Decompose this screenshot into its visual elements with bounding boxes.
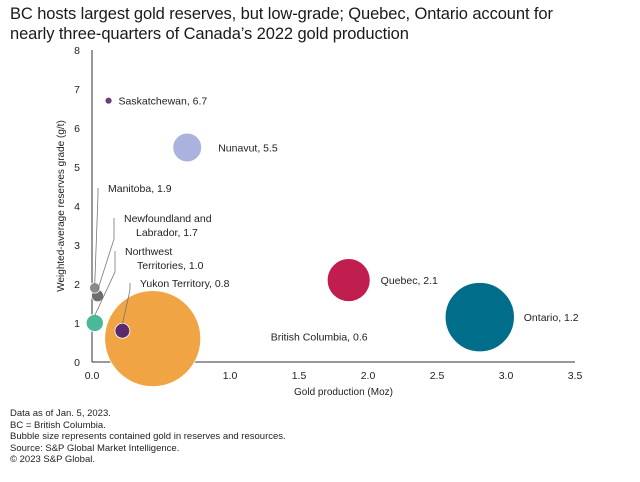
x-tick-label: 3.0 [499, 370, 514, 382]
note-source: Source: S&P Global Market Intelligence. [10, 442, 180, 454]
bubble-label-newfoundland-and-labrador: Newfoundland and [124, 213, 212, 225]
x-tick-label: 1.0 [223, 370, 238, 382]
chart-title-line-1: BC hosts largest gold reserves, but low-… [10, 5, 553, 23]
bubble-label-saskatchewan: Saskatchewan, 6.7 [119, 96, 208, 108]
bubble-label-ontario: Ontario, 1.2 [524, 312, 579, 324]
bubble-label-northwest-territories: Territories, 1.0 [137, 260, 204, 272]
bubble-british-columbia [104, 290, 202, 388]
bubble-saskatchewan [104, 96, 113, 105]
chart-title-line-2: nearly three-quarters of Canada’s 2022 g… [10, 25, 409, 43]
y-axis-title: Weighted-average reserves grade (g/t) [56, 120, 67, 292]
y-tick-label: 4 [74, 201, 80, 213]
bubble-label-british-columbia: British Columbia, 0.6 [271, 332, 368, 344]
x-tick-label: 1.5 [292, 370, 307, 382]
y-tick-label: 6 [74, 123, 80, 135]
bubble-ontario [444, 282, 515, 353]
note-copyright: © 2023 S&P Global. [10, 454, 95, 466]
leader-line-northwest-territories [94, 251, 116, 316]
chart-title: BC hosts largest gold reserves, but low-… [10, 4, 630, 44]
x-tick-label: 0.0 [85, 370, 100, 382]
note-bubble-size: Bubble size represents contained gold in… [10, 431, 286, 443]
bubble-label-yukon-territory: Yukon Territory, 0.8 [140, 278, 230, 290]
bubble-yukon-territory [114, 322, 131, 339]
chart-notes: Data as of Jan. 5, 2023. BC = British Co… [10, 408, 286, 466]
leader-line-yukon-territory [121, 283, 131, 325]
note-data-date: Data as of Jan. 5, 2023. [10, 408, 111, 419]
x-tick-label: 2.0 [361, 370, 376, 382]
x-tick-label: 2.5 [430, 370, 445, 382]
y-tick-label: 7 [74, 84, 80, 96]
y-tick-label: 1 [74, 318, 80, 330]
bubble-quebec [326, 258, 371, 302]
bubble-label-nunavut: Nunavut, 5.5 [218, 143, 278, 155]
bubble-northwest-territories [85, 314, 104, 332]
bubble-label-newfoundland-and-labrador: Labrador, 1.7 [136, 227, 198, 239]
y-tick-label: 8 [74, 45, 80, 57]
bubble-nunavut [172, 132, 203, 163]
y-tick-label: 3 [74, 240, 80, 252]
y-tick-label: 2 [74, 279, 80, 291]
x-axis-title: Gold production (Moz) [294, 387, 393, 398]
leader-line-newfoundland-and-labrador [97, 218, 115, 291]
leader-line-manitoba [94, 188, 99, 284]
y-tick-label: 0 [74, 357, 80, 369]
bubble-label-manitoba: Manitoba, 1.9 [108, 183, 172, 195]
bubble-label-northwest-territories: Northwest [125, 246, 172, 258]
y-tick-label: 5 [74, 162, 80, 174]
x-tick-label: 3.5 [568, 370, 583, 382]
note-bc-abbrev: BC = British Columbia. [10, 419, 106, 431]
bubble-label-quebec: Quebec, 2.1 [381, 275, 438, 287]
